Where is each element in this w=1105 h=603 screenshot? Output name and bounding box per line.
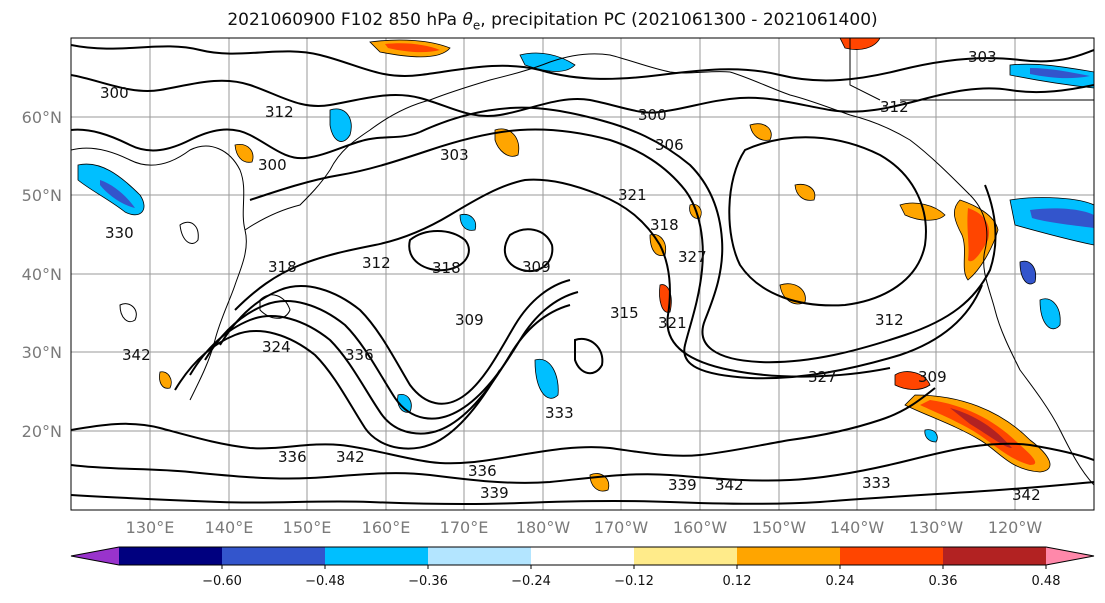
contour-label: 300 [638, 106, 667, 124]
lon-label: 160°E [362, 518, 411, 537]
colorbar-tick-label: 0.12 [723, 574, 752, 589]
contour-label: 312 [880, 98, 909, 116]
lon-label: 150°E [283, 518, 332, 537]
contour-label: 300 [100, 84, 129, 102]
colorbar-segment [943, 547, 1047, 565]
colorbar-tick-label: −0.60 [202, 574, 242, 589]
contour-label: 312 [265, 103, 294, 121]
contour-label: 312 [362, 254, 391, 272]
contour-label: 318 [432, 259, 461, 277]
contour-label: 321 [618, 186, 647, 204]
colorbar-tick-label: −0.12 [614, 574, 654, 589]
lat-label: 50°N [22, 186, 62, 205]
colorbar-tick-label: −0.48 [305, 574, 345, 589]
contour-label: 306 [655, 136, 684, 154]
lat-label: 40°N [22, 265, 62, 284]
contour-label: 300 [258, 156, 287, 174]
contour-label: 303 [968, 48, 997, 66]
contour-label: 336 [278, 448, 307, 466]
colorbar-tick-label: −0.24 [511, 574, 551, 589]
colorbar-extend-low [71, 547, 119, 565]
theta-e-contours [71, 44, 1094, 506]
lon-label: 170°E [440, 518, 489, 537]
contour-label: 309 [522, 258, 551, 276]
colorbar-segment [428, 547, 532, 565]
contour-labels: 300 312 300 303 306 312 300 303 321 318 … [100, 48, 1041, 504]
contour-label: 309 [918, 368, 947, 386]
contour-label: 339 [480, 484, 509, 502]
gridlines [71, 38, 1094, 510]
contour-label: 342 [336, 448, 365, 466]
contour-label: 333 [545, 404, 574, 422]
colorbar-tick-label: 0.48 [1032, 574, 1061, 589]
colorbar-segment [840, 547, 944, 565]
lat-label: 30°N [22, 343, 62, 362]
contour-label: 303 [440, 146, 469, 164]
contour-label: 342 [1012, 486, 1041, 504]
contour-label: 333 [862, 474, 891, 492]
contour-label: 330 [105, 224, 134, 242]
contour-label: 342 [122, 346, 151, 364]
map-title: 2021060900 F102 850 hPa θe, precipitatio… [227, 10, 878, 33]
precipitation-shading [77, 38, 1094, 492]
contour-label: 318 [650, 216, 679, 234]
contour-label: 318 [268, 258, 297, 276]
longitude-labels: 130°E 140°E 150°E 160°E 170°E 180°W 170°… [126, 518, 1043, 537]
latitude-labels: 60°N 50°N 40°N 30°N 20°N [22, 108, 62, 441]
contour-label: 336 [345, 346, 374, 364]
contour-label: 312 [875, 311, 904, 329]
contour-label: 315 [610, 304, 639, 322]
colorbar-tick-label: 0.36 [929, 574, 958, 589]
colorbar-segment [119, 547, 223, 565]
colorbar-segment [634, 547, 738, 565]
lon-label: 170°W [594, 518, 649, 537]
lon-label: 140°E [205, 518, 254, 537]
lat-label: 20°N [22, 422, 62, 441]
lon-label: 130°E [126, 518, 175, 537]
lon-label: 180°W [516, 518, 571, 537]
lat-label: 60°N [22, 108, 62, 127]
colorbar-tick-label: 0.24 [826, 574, 855, 589]
contour-label: 339 [668, 476, 697, 494]
colorbar-segment [737, 547, 841, 565]
contour-label: 321 [658, 314, 687, 332]
contour-label: 327 [808, 368, 837, 386]
contour-label: 342 [715, 476, 744, 494]
colorbar-segment [222, 547, 326, 565]
contour-label: 327 [678, 248, 707, 266]
contour-label: 324 [262, 338, 291, 356]
colorbar: −0.60 −0.48 −0.36 −0.24 −0.12 0.12 0.24 0.36 0.4… [70, 546, 1095, 589]
plot-frame [70, 37, 1095, 511]
lon-label: 160°W [673, 518, 728, 537]
contour-label: 309 [455, 311, 484, 329]
lon-label: 120°W [988, 518, 1043, 537]
lon-label: 130°W [909, 518, 964, 537]
contour-label: 336 [468, 462, 497, 480]
lon-label: 140°W [830, 518, 885, 537]
lon-label: 150°W [752, 518, 807, 537]
colorbar-extend-high [1046, 547, 1094, 565]
colorbar-segment [325, 547, 429, 565]
colorbar-tick-label: −0.36 [408, 574, 448, 589]
colorbar-segment [531, 547, 635, 565]
colorbar-outline [70, 546, 1095, 566]
